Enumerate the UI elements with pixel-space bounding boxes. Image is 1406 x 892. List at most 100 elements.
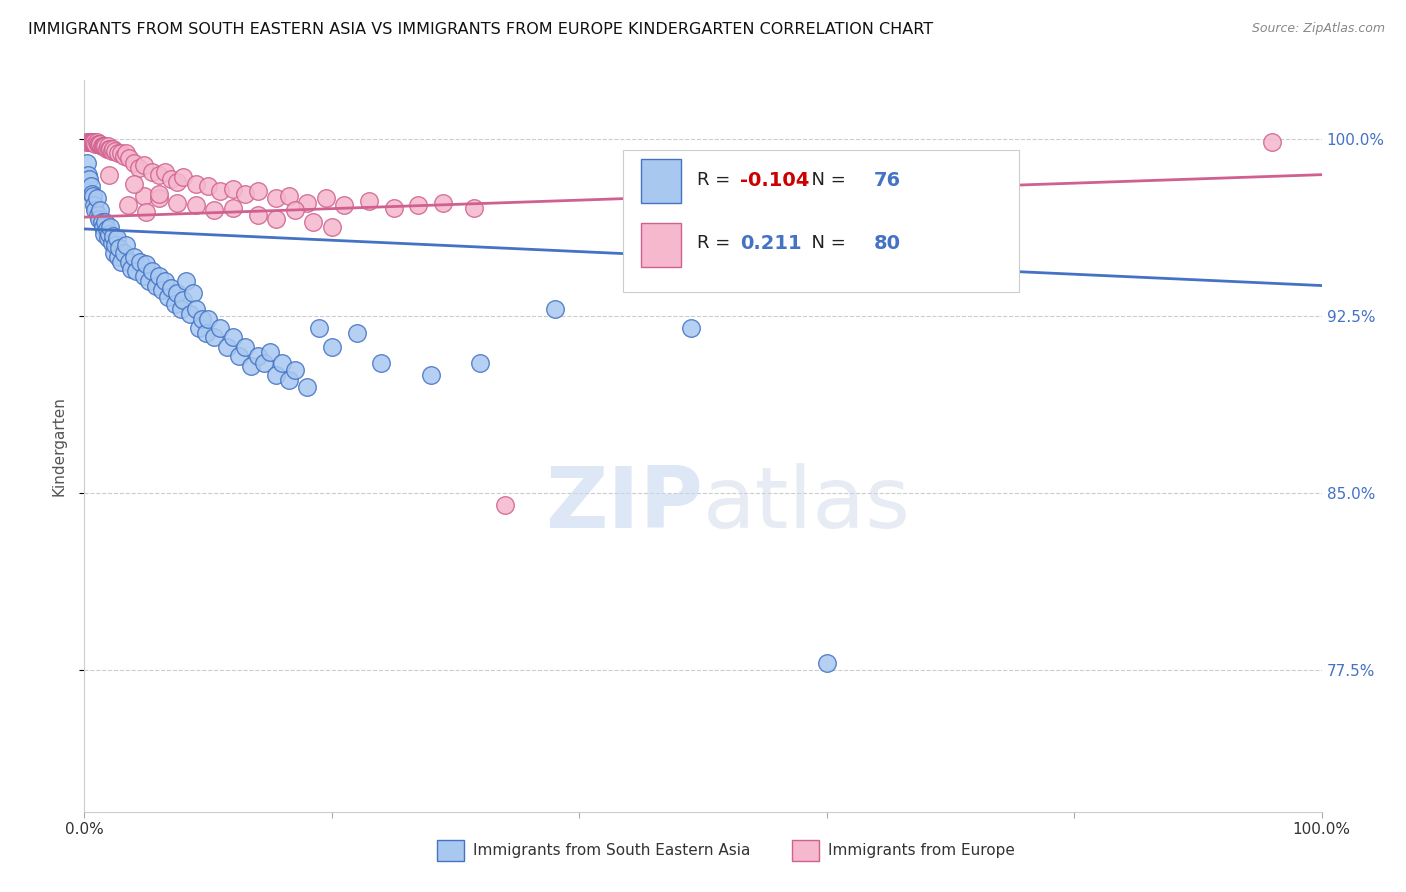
Point [97, 139, 120, 153]
Text: N =: N = [800, 235, 851, 252]
Point [104, 238, 127, 252]
Point [86, 191, 108, 205]
Point [100, 236, 122, 251]
Point [191, 311, 214, 326]
Point [160, 281, 183, 295]
Point [94, 215, 117, 229]
Point [93, 227, 115, 241]
Point [77, 135, 100, 149]
Point [77, 168, 100, 182]
Point [129, 255, 152, 269]
Text: Immigrants from Europe: Immigrants from Europe [828, 843, 1015, 858]
Point [115, 146, 138, 161]
Point [209, 321, 232, 335]
Point [240, 359, 263, 373]
Point [108, 241, 131, 255]
Point [107, 250, 129, 264]
Point [463, 201, 485, 215]
Point [83, 135, 105, 149]
Point [96, 142, 118, 156]
Point [246, 349, 269, 363]
Point [259, 344, 281, 359]
Point [295, 196, 318, 211]
Point [112, 245, 135, 260]
Point [419, 368, 441, 383]
Point [163, 297, 186, 311]
Point [89, 212, 111, 227]
Point [1261, 135, 1284, 149]
Point [122, 156, 145, 170]
Point [184, 177, 207, 191]
Point [89, 136, 111, 151]
Point [202, 330, 225, 344]
Point [166, 285, 188, 300]
Point [87, 208, 110, 222]
Point [120, 262, 142, 277]
Point [83, 198, 105, 212]
Point [197, 179, 219, 194]
FancyBboxPatch shape [437, 839, 464, 862]
Point [184, 302, 207, 317]
Point [194, 326, 217, 340]
Point [370, 356, 392, 370]
Point [76, 135, 98, 149]
Point [184, 198, 207, 212]
Text: IMMIGRANTS FROM SOUTH EASTERN ASIA VS IMMIGRANTS FROM EUROPE KINDERGARTEN CORREL: IMMIGRANTS FROM SOUTH EASTERN ASIA VS IM… [28, 22, 934, 37]
Point [93, 139, 115, 153]
Point [91, 219, 114, 234]
Point [246, 184, 269, 198]
Point [382, 201, 405, 215]
Text: N =: N = [800, 171, 851, 189]
Point [346, 326, 368, 340]
Point [86, 135, 108, 149]
Point [84, 202, 107, 217]
Point [160, 172, 183, 186]
Point [153, 165, 176, 179]
Point [333, 198, 356, 212]
Point [209, 184, 232, 198]
Point [84, 136, 107, 151]
Point [90, 139, 112, 153]
Point [125, 264, 148, 278]
Point [150, 283, 173, 297]
Point [98, 142, 121, 156]
Point [357, 194, 380, 208]
Point [112, 149, 135, 163]
Point [135, 205, 157, 219]
Point [97, 231, 120, 245]
Point [233, 340, 256, 354]
Text: R =: R = [697, 171, 735, 189]
Point [132, 269, 155, 284]
Point [141, 264, 163, 278]
Point [132, 158, 155, 172]
Point [170, 302, 193, 317]
Point [148, 269, 170, 284]
Point [172, 169, 194, 184]
Point [79, 135, 101, 149]
Point [284, 363, 307, 377]
FancyBboxPatch shape [792, 839, 820, 862]
Point [79, 172, 101, 186]
Point [117, 198, 139, 212]
Text: 80: 80 [873, 234, 901, 253]
Point [277, 373, 299, 387]
Point [91, 139, 114, 153]
Point [79, 135, 101, 149]
Point [82, 135, 104, 149]
Point [179, 307, 201, 321]
Point [135, 257, 157, 271]
Point [215, 340, 238, 354]
Point [80, 186, 103, 201]
Point [103, 245, 125, 260]
Point [271, 356, 294, 370]
Point [118, 151, 141, 165]
Point [153, 274, 176, 288]
Point [494, 498, 516, 512]
Point [470, 356, 492, 370]
Point [166, 175, 188, 189]
Text: 76: 76 [873, 171, 901, 190]
Y-axis label: Kindergarten: Kindergarten [51, 396, 66, 496]
Point [264, 368, 287, 383]
Point [148, 186, 170, 201]
Point [89, 202, 111, 217]
